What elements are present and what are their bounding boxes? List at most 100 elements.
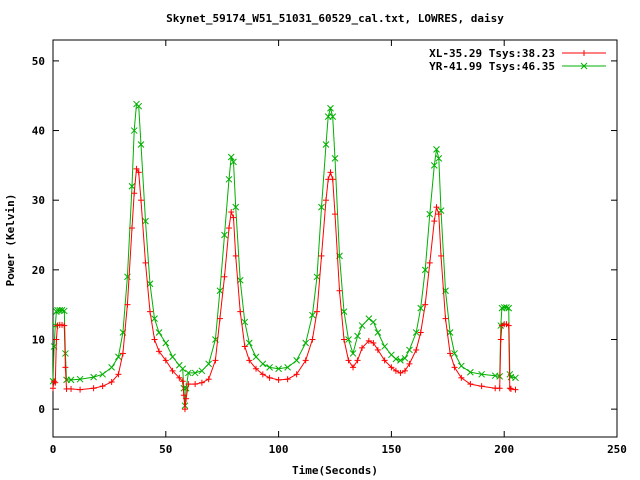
data-point [180, 384, 188, 392]
chart-title: Skynet_59174_W51_51031_60529_cal.txt, LO… [166, 12, 504, 25]
data-point [169, 353, 176, 361]
data-point [137, 141, 145, 148]
data-point [435, 211, 442, 218]
data-point [345, 336, 352, 343]
data-point [503, 304, 510, 311]
data-point [392, 355, 400, 363]
data-point [309, 311, 316, 319]
data-point [162, 339, 170, 347]
data-point [198, 367, 206, 375]
data-point [422, 301, 429, 308]
data-point [284, 376, 291, 383]
axis-ticks: 0 50 100 150 200 250 0 10 20 30 40 50 [32, 40, 627, 456]
y-tick-label: 0 [38, 403, 45, 416]
data-point [162, 357, 169, 364]
data-point [246, 357, 253, 364]
data-point [131, 190, 138, 197]
data-point [76, 375, 84, 383]
data-point [266, 374, 273, 381]
data-point [90, 373, 97, 381]
data-point [318, 252, 325, 259]
data-point [51, 378, 58, 385]
legend-marker [581, 50, 587, 56]
data-point [142, 259, 149, 266]
data-point [512, 386, 519, 393]
y-tick-label: 20 [32, 264, 45, 277]
data-point [457, 362, 465, 370]
legend-marker [580, 62, 588, 70]
data-point [99, 370, 106, 378]
data-point [237, 308, 244, 315]
data-point [241, 318, 249, 326]
data-point [354, 357, 361, 364]
data-point [397, 369, 404, 376]
data-point [221, 273, 228, 280]
data-point [406, 360, 413, 367]
data-point [451, 364, 458, 371]
data-point [147, 308, 154, 315]
data-point [245, 339, 253, 347]
data-point [192, 381, 199, 388]
data-point [230, 214, 237, 221]
series-layer [49, 100, 519, 413]
data-point [225, 225, 232, 232]
data-point [216, 315, 223, 322]
data-point [212, 357, 219, 364]
data-point [401, 367, 408, 374]
data-point [329, 176, 336, 183]
data-point [60, 307, 68, 315]
data-point [417, 329, 424, 336]
legend-label: XL-35.29 Tsys:38.23 [429, 47, 555, 60]
data-point [130, 127, 138, 134]
data-point [124, 301, 131, 308]
data-point [61, 322, 68, 329]
data-point [374, 346, 381, 353]
x-tick-label: 50 [159, 443, 172, 456]
data-point [259, 371, 266, 378]
data-point [205, 376, 212, 383]
data-point [505, 322, 512, 329]
data-point [176, 374, 183, 381]
series-line [52, 103, 516, 406]
data-point [151, 315, 158, 322]
data-point [370, 339, 377, 346]
data-point [392, 367, 399, 374]
series-yr [49, 100, 519, 410]
data-point [417, 304, 425, 312]
x-tick-label: 150 [381, 443, 401, 456]
y-tick-label: 10 [32, 333, 45, 346]
data-point [115, 371, 122, 378]
legend-label: YR-41.99 Tsys:46.35 [429, 60, 555, 73]
data-point [332, 211, 338, 218]
data-point [115, 353, 122, 361]
data-point [507, 385, 514, 392]
data-point [275, 365, 282, 373]
data-point [221, 231, 228, 239]
data-point [68, 385, 75, 392]
data-point [365, 315, 373, 322]
data-point [183, 395, 190, 402]
data-point [381, 343, 388, 350]
data-point [426, 259, 433, 266]
data-point [90, 385, 97, 392]
data-point [496, 385, 503, 392]
data-point [135, 169, 142, 176]
series-xl [50, 165, 519, 413]
data-point [52, 379, 59, 386]
data-point [284, 363, 291, 371]
data-point [512, 374, 519, 382]
data-point [442, 315, 449, 322]
data-point [232, 252, 239, 259]
y-tick-label: 50 [32, 55, 45, 68]
data-point [137, 197, 144, 204]
data-point [365, 337, 372, 344]
data-point [179, 365, 187, 373]
data-point [374, 329, 382, 336]
data-point [354, 332, 361, 340]
data-point [447, 350, 454, 357]
data-point [128, 225, 135, 232]
data-point [275, 376, 282, 383]
data-point [322, 197, 329, 204]
data-point [349, 350, 357, 357]
x-tick-label: 100 [269, 443, 289, 456]
